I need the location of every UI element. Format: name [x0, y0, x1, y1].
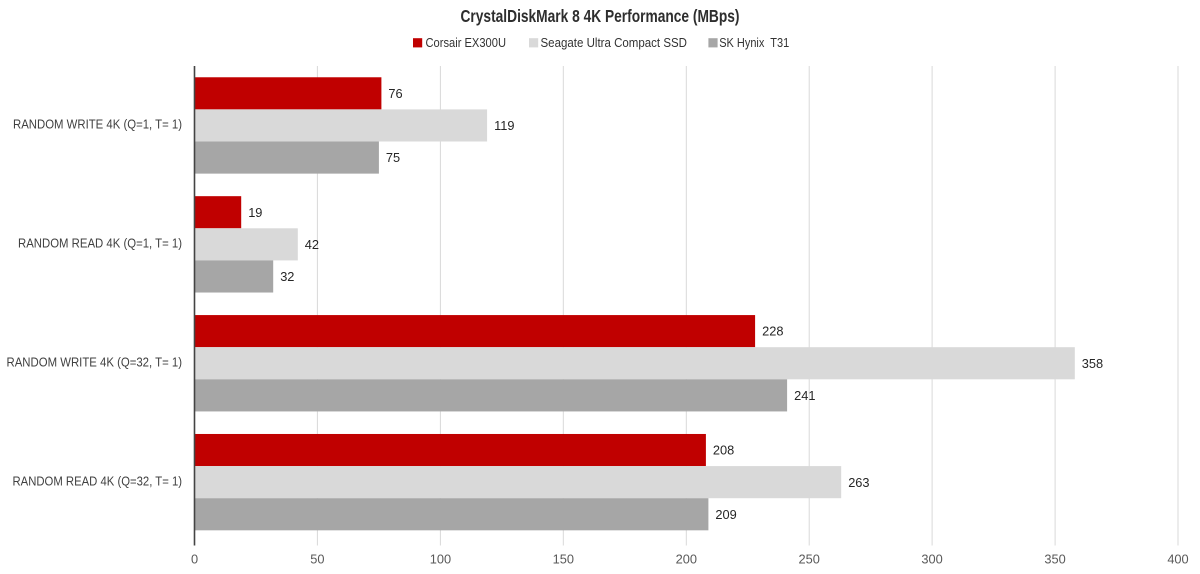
svg-text:400: 400: [1167, 552, 1188, 567]
svg-text:100: 100: [430, 552, 451, 567]
svg-text:SK Hynix T31: SK Hynix T31: [719, 35, 789, 50]
svg-text:200: 200: [676, 552, 697, 567]
svg-text:228: 228: [762, 324, 783, 339]
svg-text:250: 250: [799, 552, 820, 567]
svg-text:0: 0: [191, 552, 198, 567]
svg-text:119: 119: [494, 118, 514, 133]
svg-text:263: 263: [848, 475, 869, 490]
svg-text:RANDOM WRITE 4K (Q=1, T= 1): RANDOM WRITE 4K (Q=1, T= 1): [13, 118, 182, 132]
svg-text:19: 19: [248, 205, 262, 220]
svg-text:50: 50: [310, 552, 324, 567]
svg-text:75: 75: [386, 150, 400, 165]
svg-text:241: 241: [794, 388, 815, 403]
svg-text:RANDOM READ 4K (Q=32, T= 1): RANDOM READ 4K (Q=32, T= 1): [13, 474, 183, 488]
svg-text:300: 300: [921, 552, 942, 567]
svg-text:209: 209: [715, 507, 736, 522]
svg-text:42: 42: [305, 237, 319, 252]
svg-text:208: 208: [713, 443, 734, 458]
svg-text:76: 76: [388, 86, 402, 101]
svg-text:Seagate Ultra Compact SSD: Seagate Ultra Compact SSD: [541, 35, 688, 50]
svg-text:150: 150: [553, 552, 574, 567]
svg-text:RANDOM WRITE 4K (Q=32, T= 1): RANDOM WRITE 4K (Q=32, T= 1): [7, 355, 183, 369]
svg-text:350: 350: [1044, 552, 1065, 567]
svg-text:32: 32: [280, 269, 294, 284]
svg-text:CrystalDiskMark 8 4K Performan: CrystalDiskMark 8 4K Performance (MBps): [461, 6, 740, 26]
svg-text:358: 358: [1082, 356, 1103, 371]
svg-text:Corsair EX300U: Corsair EX300U: [426, 35, 507, 50]
svg-text:RANDOM READ 4K (Q=1, T= 1): RANDOM READ 4K (Q=1, T= 1): [18, 237, 182, 251]
